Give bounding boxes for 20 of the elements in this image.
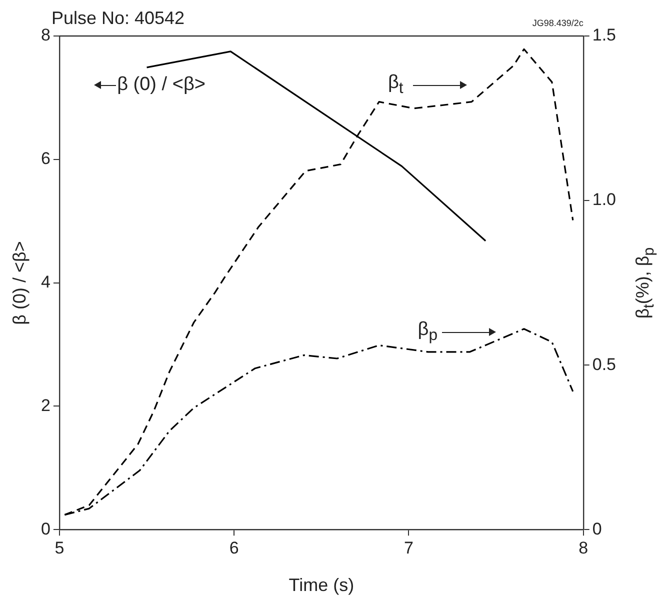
text: JG98.439/2c xyxy=(532,18,584,28)
x-tick-label: 8 xyxy=(578,538,588,558)
series-label: β (0) / <β> xyxy=(117,74,206,96)
y-tick-label: 4 xyxy=(40,272,50,292)
y2-tick-label: 1.0 xyxy=(592,190,616,210)
y-tick-label: 6 xyxy=(40,149,50,168)
x-tick-label: 6 xyxy=(229,538,239,558)
y-tick-label: 2 xyxy=(40,396,50,415)
y-axis-title: β (0) / <β> xyxy=(10,240,30,325)
y2-tick-label: 0.5 xyxy=(592,354,616,374)
chart-title: Pulse No: 40542 xyxy=(51,8,185,29)
y-tick-label: 0 xyxy=(40,519,50,538)
x-tick-label: 5 xyxy=(54,538,64,558)
y2-tick-label: 0 xyxy=(592,519,602,538)
y-tick-label: 8 xyxy=(40,26,50,45)
y2-tick-label: 1.5 xyxy=(592,26,616,45)
x-tick-label: 7 xyxy=(404,538,414,558)
x-axis-title: Time (s) xyxy=(288,575,354,596)
series-label: β$_{p}$ xyxy=(418,319,438,346)
series-label: β$_{t}$ xyxy=(388,72,404,98)
